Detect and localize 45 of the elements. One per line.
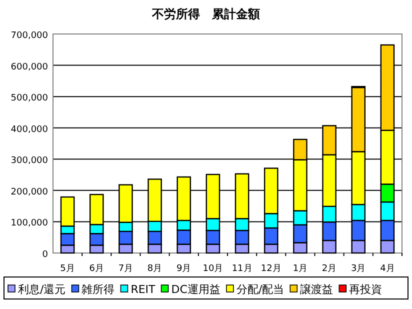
x-tick-label: 4月: [380, 264, 395, 274]
bar: [264, 227, 278, 245]
bar: [118, 230, 133, 245]
bar: [380, 240, 395, 254]
bar: [118, 222, 133, 232]
y-tick-label: 600,000: [10, 62, 48, 72]
x-tick-label: 6月: [89, 264, 104, 274]
x-tick-label: 9月: [176, 264, 192, 274]
bar: [148, 220, 162, 232]
legend-label: 譲渡益: [300, 283, 334, 296]
x-tick-label: 3月: [351, 264, 366, 274]
legend-label: 利息/還元: [18, 283, 66, 296]
legend-label: DC運用益: [171, 283, 220, 296]
x-tick-label: 7月: [118, 264, 134, 274]
x-tick-label: 10月: [202, 264, 224, 274]
bar: [351, 240, 366, 254]
bar: [206, 230, 220, 245]
bar: [148, 230, 162, 245]
bar: [60, 233, 75, 246]
legend-label: REIT: [130, 283, 156, 296]
bar: [234, 230, 250, 245]
bar: [89, 233, 104, 246]
y-tick-label: 0: [42, 250, 48, 260]
x-tick-label: 12月: [260, 264, 282, 274]
x-tick-label: 1月: [292, 264, 308, 274]
bar: [176, 230, 192, 245]
bar: [322, 240, 336, 254]
x-tick-label: 5月: [60, 264, 75, 274]
legend-label: 分配/配当: [236, 283, 284, 296]
y-tick-label: 100,000: [10, 218, 48, 229]
bar: [322, 221, 336, 242]
x-tick-label: 2月: [322, 264, 337, 274]
chart-title: 不労所得 累計金額: [151, 7, 260, 21]
y-tick-label: 700,000: [10, 31, 48, 41]
y-tick-label: 200,000: [10, 187, 48, 198]
x-tick-label: 8月: [147, 264, 162, 274]
y-tick-label: 500,000: [10, 94, 48, 104]
legend-label: 再投資: [349, 283, 382, 296]
y-tick-label: 300,000: [10, 156, 48, 166]
bar: [89, 224, 104, 234]
x-tick-label: 11月: [232, 264, 252, 274]
y-tick-label: 400,000: [10, 124, 48, 135]
bar: [293, 224, 308, 244]
bar: [351, 204, 366, 222]
legend-label: 雑所得: [82, 283, 115, 296]
